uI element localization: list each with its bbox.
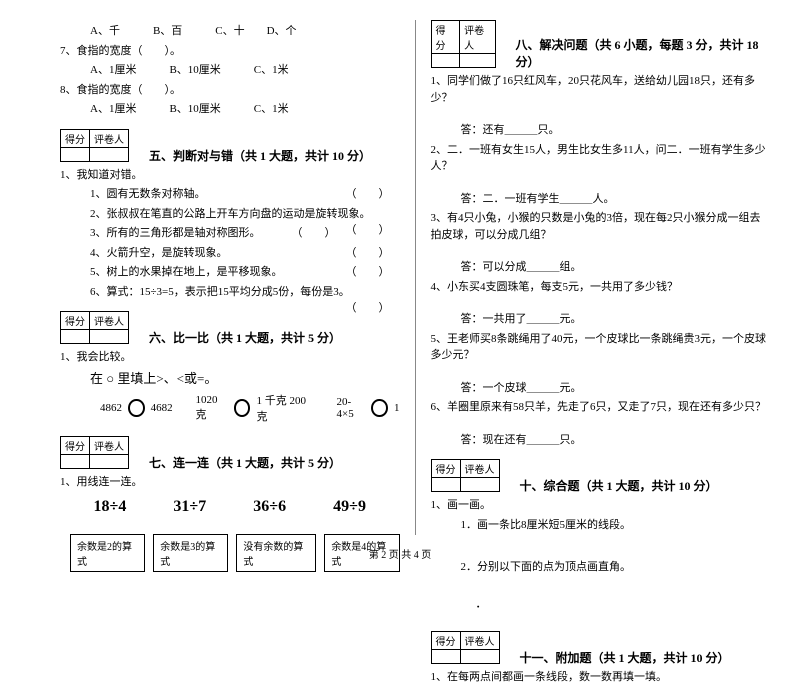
s5-lead: 1、我知道对错。: [60, 167, 400, 184]
dot-icon: ·: [431, 596, 771, 620]
section-8-title: 八、解决问题（共 6 小题，每题 3 分，共计 18 分）: [516, 36, 770, 70]
circle-icon: [128, 399, 145, 417]
section-5-title: 五、判断对与错（共 1 大题，共计 10 分）: [149, 147, 371, 164]
score-box-5: 得分评卷人: [60, 129, 129, 162]
circle-icon: [371, 399, 388, 417]
s8-6a: 答：现在还有＿＿＿只。: [431, 432, 771, 449]
s5-2: 2、张叔叔在笔直的公路上开车方向盘的运动是旋转现象。（ ）: [60, 206, 400, 223]
circle-icon: [234, 399, 251, 417]
s8-2a: 答：二．一班有学生＿＿＿人。: [431, 191, 771, 208]
section-11-title: 十一、附加题（共 1 大题，共计 10 分）: [520, 649, 730, 666]
section-6-title: 六、比一比（共 1 大题，共计 5 分）: [149, 329, 341, 346]
s8-5: 5、王老师买8条跳绳用了40元，一个皮球比一条跳绳贵3元，一个皮球多少元？: [431, 331, 771, 364]
s8-6: 6、羊圈里原来有58只羊，先走了6只，又走了7只，现在还有多少只？: [431, 399, 771, 416]
s5-5: 5、树上的水果掉在地上，是平移现象。（ ）: [60, 264, 400, 281]
section-10-title: 十、综合题（共 1 大题，共计 10 分）: [520, 477, 718, 494]
score-box-8: 得分评卷人: [431, 20, 496, 68]
q8-options: A、1厘米 B、10厘米 C、1米: [60, 101, 400, 118]
s6-sub: 在 ○ 里填上>、<或=。: [60, 369, 400, 389]
s10-lead: 1、画一画。: [431, 497, 771, 514]
s10-2: 2．分别以下面的点为顶点画直角。: [431, 559, 771, 576]
s8-3a: 答：可以分成＿＿＿组。: [431, 259, 771, 276]
q8: 8、食指的宽度（ ）。: [60, 82, 400, 99]
s11-1: 1、在每两点间都画一条线段，数一数再填一填。: [431, 669, 771, 685]
q7: 7、食指的宽度（ ）。: [60, 43, 400, 60]
s8-4: 4、小东买4支圆珠笔，每支5元，一共用了多少钱？: [431, 279, 771, 296]
s8-4a: 答：一共用了＿＿＿元。: [431, 311, 771, 328]
s5-6: 6、算式：15÷3=5，表示把15平均分成5份，每份是3。（ ）: [60, 284, 400, 301]
s8-2: 2、二．一班有女生15人，男生比女生多11人，问二．一班有学生多少人？: [431, 142, 771, 175]
s8-3: 3、有4只小兔，小猴的只数是小兔的3倍，现在每2只小猴分成一组去拍皮球，可以分成…: [431, 210, 771, 243]
s8-1a: 答：还有＿＿＿只。: [431, 122, 771, 139]
compare-row: 48624682 1020 克1 千克 200 克 20-4×51: [60, 392, 400, 424]
s10-1: 1．画一条比8厘米短5厘米的线段。: [431, 517, 771, 534]
s5-4: 4、火箭升空，是旋转现象。（ ）: [60, 245, 400, 262]
section-7-title: 七、连一连（共 1 大题，共计 5 分）: [149, 454, 341, 471]
s5-1: 1、圆有无数条对称轴。（ ）: [60, 186, 400, 203]
division-row: 18÷431÷736÷649÷9: [60, 494, 400, 520]
score-box-11: 得分评卷人: [431, 631, 500, 664]
q6-options: A、千 B、百 C、十 D、个: [60, 23, 400, 40]
q7-options: A、1厘米 B、10厘米 C、1米: [60, 62, 400, 79]
s7-lead: 1、用线连一连。: [60, 474, 400, 491]
s8-5a: 答：一个皮球＿＿＿元。: [431, 380, 771, 397]
page-footer: 第 2 页 共 4 页: [0, 546, 800, 561]
s8-1: 1、同学们做了16只红风车，20只花风车，送给幼儿园18只，还有多少？: [431, 73, 771, 106]
s6-lead: 1、我会比较。: [60, 349, 400, 366]
score-box-10: 得分评卷人: [431, 459, 500, 492]
score-box-6: 得分评卷人: [60, 311, 129, 344]
score-box-7: 得分评卷人: [60, 436, 129, 469]
